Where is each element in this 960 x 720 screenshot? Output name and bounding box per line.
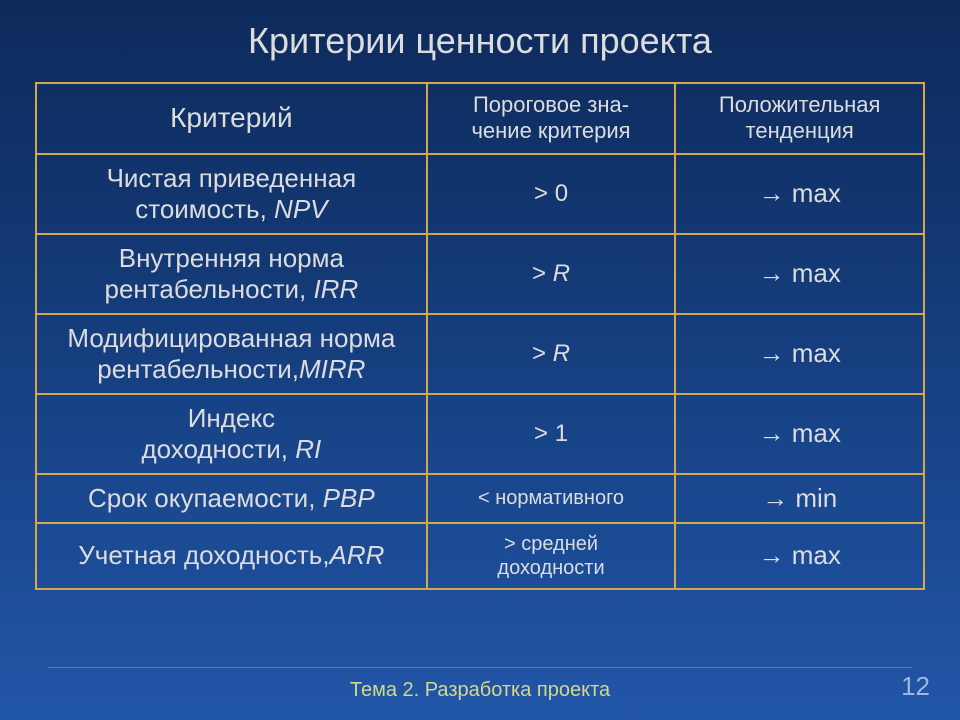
header-threshold: Пороговое зна-чение критерия	[427, 83, 676, 154]
cell-trend: → max	[675, 314, 924, 394]
slide-title: Критерии ценности проекта	[0, 0, 960, 82]
table-row: Срок окупаемости, PBP< нормативного→ min	[36, 474, 924, 523]
cell-threshold: < нормативного	[427, 474, 676, 523]
cell-trend: → max	[675, 234, 924, 314]
table-row: Внутренняя нормарентабельности, IRR> R→ …	[36, 234, 924, 314]
cell-trend: → max	[675, 523, 924, 589]
cell-threshold: > 1	[427, 394, 676, 474]
cell-criterion: Чистая приведеннаястоимость, NPV	[36, 154, 427, 234]
cell-criterion: Учетная доходность,ARR	[36, 523, 427, 589]
header-trend: Положительнаятенденция	[675, 83, 924, 154]
cell-criterion: Срок окупаемости, PBP	[36, 474, 427, 523]
page-number: 12	[630, 671, 930, 702]
table-row: Модифицированная нормарентабельности,MIR…	[36, 314, 924, 394]
cell-threshold: > R	[427, 234, 676, 314]
table-row: Чистая приведеннаястоимость, NPV> 0→ max	[36, 154, 924, 234]
table-row: Учетная доходность,ARR> среднейдоходност…	[36, 523, 924, 589]
cell-trend: → max	[675, 394, 924, 474]
cell-threshold: > R	[427, 314, 676, 394]
cell-threshold: > 0	[427, 154, 676, 234]
cell-criterion: Индексдоходности, RI	[36, 394, 427, 474]
footer-divider	[48, 667, 912, 668]
table-row: Индексдоходности, RI> 1→ max	[36, 394, 924, 474]
criteria-table: Критерий Пороговое зна-чение критерия По…	[35, 82, 925, 590]
footer-center: Тема 2. Разработка проекта	[330, 679, 630, 702]
cell-criterion: Модифицированная нормарентабельности,MIR…	[36, 314, 427, 394]
cell-trend: → min	[675, 474, 924, 523]
slide-footer: Тема 2. Разработка проекта 12	[0, 671, 960, 702]
criteria-table-container: Критерий Пороговое зна-чение критерия По…	[35, 82, 925, 590]
table-header-row: Критерий Пороговое зна-чение критерия По…	[36, 83, 924, 154]
cell-criterion: Внутренняя нормарентабельности, IRR	[36, 234, 427, 314]
cell-trend: → max	[675, 154, 924, 234]
header-criterion: Критерий	[36, 83, 427, 154]
cell-threshold: > среднейдоходности	[427, 523, 676, 589]
